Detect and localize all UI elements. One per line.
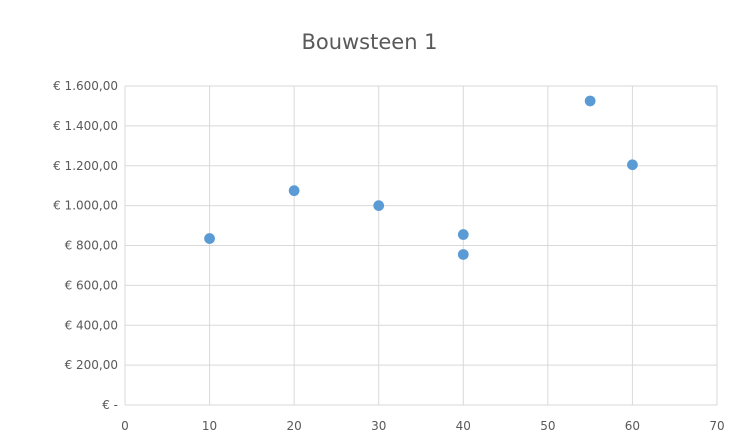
x-tick-label: 30 xyxy=(371,419,386,433)
x-tick-label: 70 xyxy=(709,419,724,433)
data-point xyxy=(457,249,469,260)
x-tick-label: 20 xyxy=(287,419,302,433)
data-point xyxy=(627,159,638,171)
y-tick-label: € 200,00 xyxy=(65,358,118,372)
x-tick-label: 60 xyxy=(625,419,640,433)
x-tick-label: 50 xyxy=(540,419,555,433)
y-tick-label: € 600,00 xyxy=(65,278,118,292)
y-tick-label: € 1.200,00 xyxy=(53,159,118,173)
data-point xyxy=(584,95,596,107)
y-tick-label: € 1.600,00 xyxy=(53,79,118,93)
data-point xyxy=(373,200,385,211)
y-tick-label: € 1.400,00 xyxy=(53,119,118,133)
y-tick-label: € 800,00 xyxy=(65,239,118,253)
chart-title: Bouwsteen 1 xyxy=(301,30,438,54)
data-point xyxy=(204,233,215,244)
x-tick-label: 0 xyxy=(121,419,129,433)
x-tick-label: 10 xyxy=(202,419,217,433)
y-tick-label: € 1.000,00 xyxy=(53,199,118,213)
y-tick-label: € 400,00 xyxy=(65,318,118,332)
x-tick-label: 40 xyxy=(456,419,471,433)
data-point xyxy=(288,185,300,197)
data-point xyxy=(457,229,469,240)
y-tick-label: € - xyxy=(102,398,118,412)
